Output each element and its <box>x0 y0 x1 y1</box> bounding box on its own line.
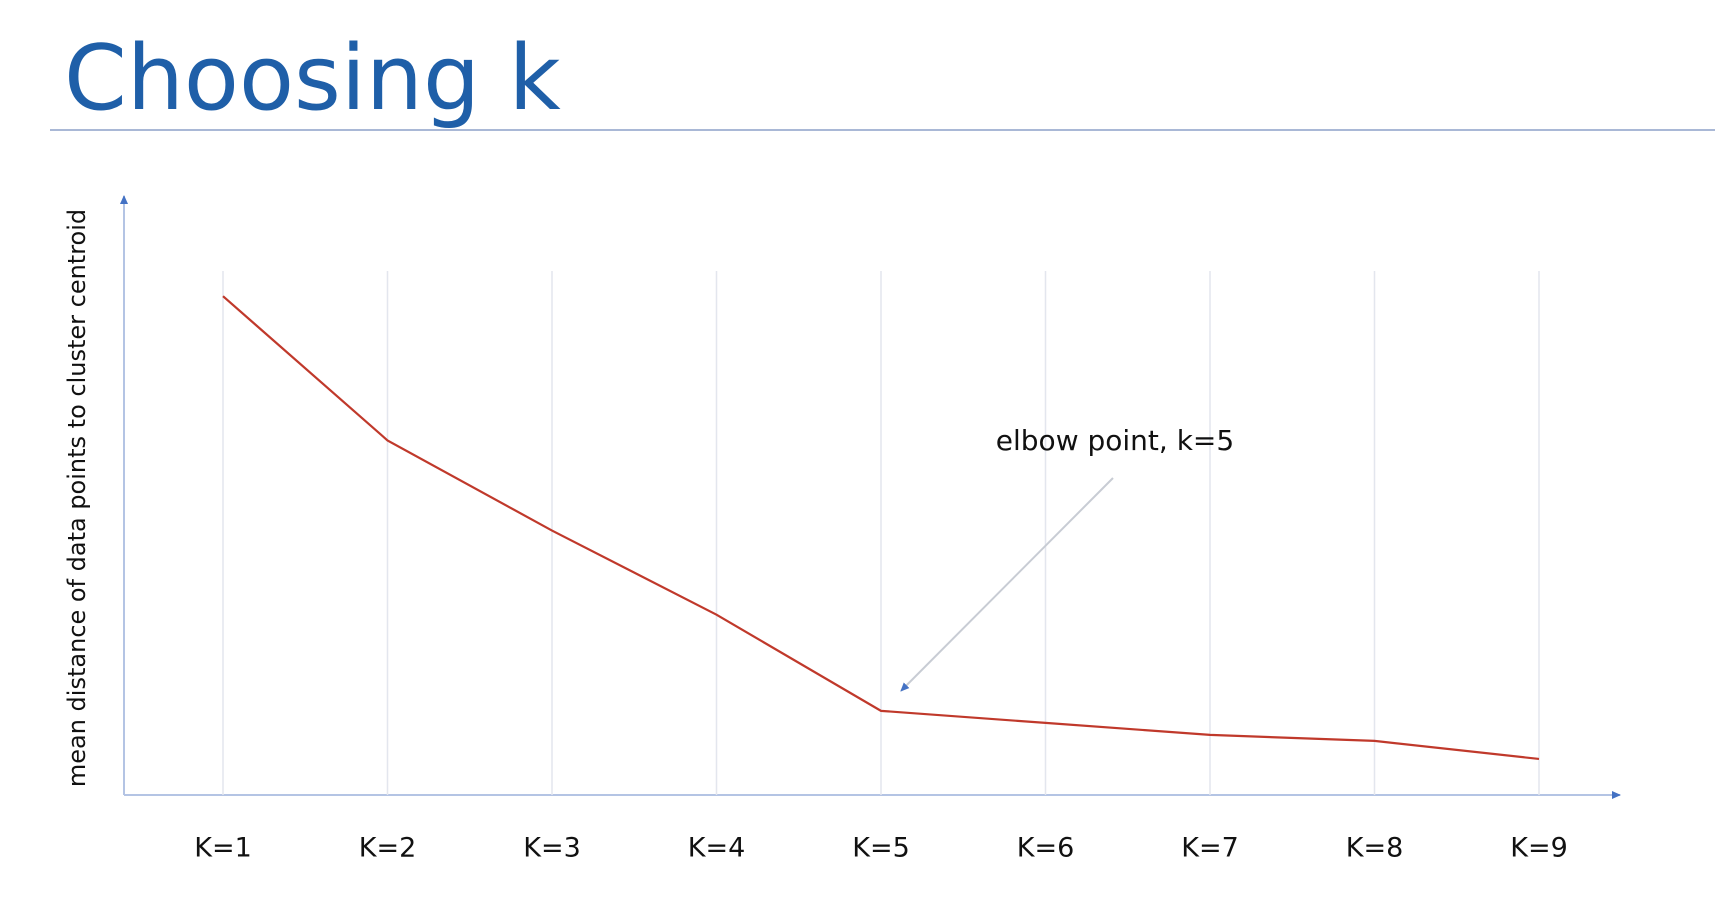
x-tick-label: K=7 <box>1181 833 1239 864</box>
data-line <box>222 295 1540 761</box>
annotation-arrow <box>900 477 1114 692</box>
x-tick-label: K=3 <box>523 833 581 864</box>
x-tick-label: K=9 <box>1510 833 1568 864</box>
x-tick-label: K=5 <box>852 833 910 864</box>
annotation-text: elbow point, k=5 <box>996 424 1234 457</box>
y-axis-label: mean distance of data points to cluster … <box>63 209 91 787</box>
x-tick-label: K=8 <box>1346 833 1404 864</box>
x-tick-label: K=1 <box>194 833 252 864</box>
x-tick-label: K=2 <box>359 833 417 864</box>
slide-title: Choosing k <box>64 26 561 131</box>
x-tick-label: K=6 <box>1017 833 1075 864</box>
x-tick-label: K=4 <box>688 833 746 864</box>
